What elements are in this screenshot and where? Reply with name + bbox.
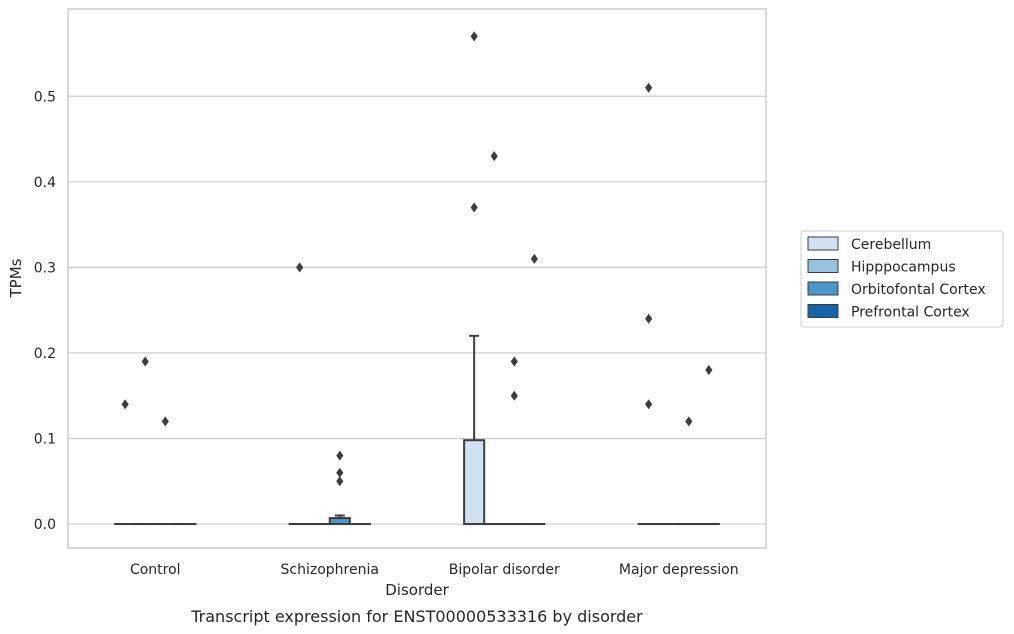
outlier-point (336, 476, 344, 487)
outlier-point (510, 390, 518, 401)
outlier-point (530, 253, 538, 264)
outlier-point (705, 365, 713, 376)
x-axis-label: Disorder (385, 581, 449, 599)
outlier-point (336, 450, 344, 461)
outlier-point (645, 82, 653, 93)
grid-lines (68, 95, 766, 525)
box-hipppocampus (134, 356, 157, 526)
box-hipppocampus (483, 151, 506, 526)
y-tick-label: 0.0 (34, 517, 56, 533)
x-tick-label: Bipolar disorder (449, 562, 560, 578)
x-tick-labels: Control Schizophrenia Bipolar disorder Majo… (130, 562, 739, 578)
legend-swatch (807, 236, 839, 251)
box-orbitofontal-cortex (503, 356, 526, 526)
outlier-point (645, 313, 653, 324)
outlier-point (161, 416, 169, 427)
y-tick-label: 0.4 (34, 175, 56, 191)
legend-label: Hipppocampus (851, 260, 956, 276)
box-prefrontal-cortex (523, 253, 546, 526)
box-series (114, 31, 720, 526)
legend-swatch (807, 281, 839, 296)
y-tick-labels: 0.0 0.1 0.2 0.3 0.4 0.5 (34, 89, 56, 533)
legend-label: Prefrontal Cortex (851, 305, 970, 321)
y-tick-label: 0.1 (34, 431, 56, 447)
y-tick-label: 0.2 (34, 346, 56, 362)
outlier-point (685, 416, 693, 427)
box-cerebellum (463, 31, 486, 526)
outlier-point (645, 399, 653, 410)
box-cerebellum (114, 399, 137, 526)
legend-label: Cerebellum (851, 237, 931, 253)
chart-caption: Transcript expression for ENST0000053331… (190, 607, 643, 626)
box-orbitofontal-cortex (154, 416, 177, 526)
box-orbitofontal-cortex (677, 416, 700, 526)
legend-swatch (807, 259, 839, 273)
outlier-point (296, 262, 304, 273)
outlier-point (470, 31, 478, 42)
outlier-point (490, 151, 498, 162)
legend: Cerebellum Hipppocampus Orbitofontal Corte… (800, 230, 1004, 328)
outlier-point (141, 356, 149, 367)
outlier-point (121, 399, 129, 410)
box-body (463, 439, 486, 526)
box-prefrontal-cortex (697, 365, 720, 526)
box-cerebellum (637, 82, 660, 526)
y-tick-label: 0.5 (34, 89, 56, 105)
outlier-point (336, 467, 344, 478)
legend-label: Orbitofontal Cortex (851, 282, 986, 298)
outlier-point (510, 356, 518, 367)
x-tick-label: Control (130, 562, 181, 578)
x-tick-label: Major depression (619, 562, 739, 578)
x-tick-label: Schizophrenia (281, 562, 379, 578)
legend-swatch (807, 304, 839, 318)
legend-frame (800, 230, 1004, 328)
box-cerebellum (288, 262, 311, 526)
y-tick-label: 0.3 (34, 260, 56, 276)
outlier-point (470, 202, 478, 213)
plot-frame (67, 8, 767, 549)
y-axis-label: TPMs (7, 258, 25, 298)
box-orbitofontal-cortex (328, 450, 351, 526)
